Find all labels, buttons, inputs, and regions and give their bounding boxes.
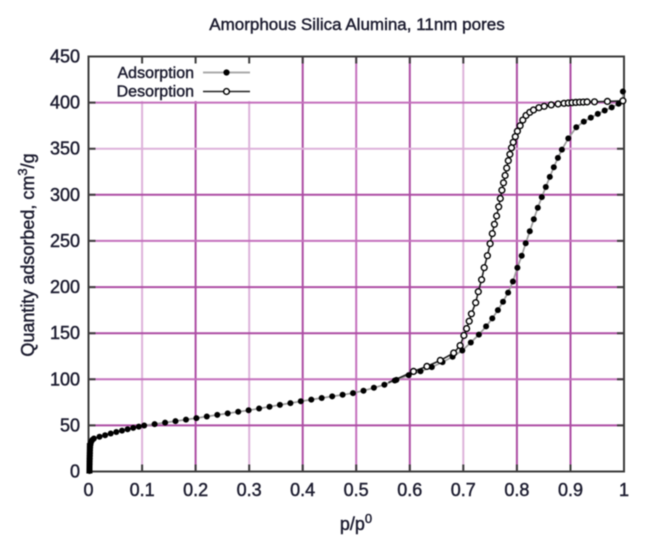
svg-text:50: 50 <box>60 415 80 435</box>
svg-text:0.8: 0.8 <box>504 480 529 500</box>
svg-text:Adsorption: Adsorption <box>118 65 195 82</box>
svg-text:450: 450 <box>50 47 80 67</box>
svg-text:0: 0 <box>70 462 80 482</box>
svg-text:0.2: 0.2 <box>183 480 208 500</box>
svg-text:100: 100 <box>50 369 80 389</box>
svg-text:300: 300 <box>50 185 80 205</box>
svg-text:250: 250 <box>50 231 80 251</box>
svg-text:0.6: 0.6 <box>397 480 422 500</box>
svg-text:Quantity adsorbed, cm3/g: Quantity adsorbed, cm3/g <box>15 153 38 356</box>
svg-text:350: 350 <box>50 139 80 159</box>
svg-text:Amorphous Silica Alumina, 11nm: Amorphous Silica Alumina, 11nm pores <box>209 15 504 34</box>
svg-text:0.3: 0.3 <box>237 480 262 500</box>
svg-text:0.7: 0.7 <box>451 480 476 500</box>
svg-text:p/p0: p/p0 <box>340 511 372 534</box>
svg-text:0: 0 <box>83 480 93 500</box>
svg-text:400: 400 <box>50 93 80 113</box>
svg-text:0.9: 0.9 <box>558 480 583 500</box>
svg-text:0.5: 0.5 <box>344 480 369 500</box>
svg-text:150: 150 <box>50 323 80 343</box>
svg-text:0.1: 0.1 <box>130 480 155 500</box>
svg-text:Desorption: Desorption <box>117 84 194 101</box>
svg-text:1: 1 <box>619 480 629 500</box>
svg-text:200: 200 <box>50 277 80 297</box>
svg-text:0.4: 0.4 <box>290 480 315 500</box>
